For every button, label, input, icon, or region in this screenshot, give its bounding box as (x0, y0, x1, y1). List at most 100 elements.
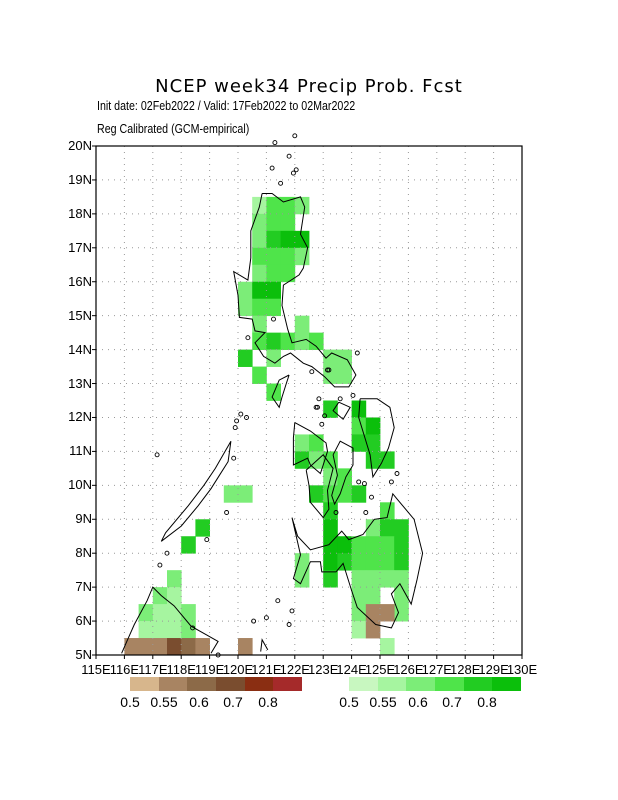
wet-colorbar-swatch (492, 677, 522, 691)
wet-probability-cell (380, 638, 395, 656)
wet-probability-cell (394, 570, 409, 588)
island (232, 425, 238, 431)
wet-probability-cell (252, 247, 267, 266)
wet-probability-cell (266, 247, 281, 266)
wet-colorbar-swatch (406, 677, 436, 691)
wet-probability-cell (351, 536, 367, 554)
wet-probability-cell (351, 434, 367, 452)
wet-probability-cell (252, 264, 267, 283)
wet-probability-cell (337, 366, 352, 384)
wet-probability-cell (351, 485, 367, 503)
wet-probability-cell (365, 519, 381, 537)
wet-probability-cell (238, 298, 253, 317)
wet-probability-cell (223, 485, 239, 503)
wet-probability-cell (167, 570, 182, 588)
island (231, 455, 237, 461)
map-subtitle-dates: Init date: 02Feb2022 / Valid: 17Feb2022 … (97, 98, 356, 113)
island (157, 562, 163, 568)
island (245, 335, 251, 341)
wet-probability-cell (365, 434, 381, 452)
coastline (305, 454, 334, 519)
island (271, 316, 276, 322)
y-tick-label: 5N (75, 647, 92, 662)
island (363, 510, 369, 515)
dry-colorbar-label: 0.5 (120, 694, 140, 710)
island (204, 537, 210, 543)
wet-probability-cell (351, 417, 367, 435)
y-tick-label: 7N (75, 579, 92, 595)
wet-probability-cell (138, 621, 154, 639)
dry-colorbar-label: 0.55 (150, 694, 178, 710)
y-tick-label: 19N (68, 171, 92, 187)
x-tick-label: 127E (421, 662, 452, 677)
island (286, 622, 292, 627)
wet-probability-cell (323, 519, 338, 537)
island (190, 625, 196, 631)
wet-colorbar-label: 0.55 (369, 694, 397, 710)
wet-probability-cell (294, 570, 310, 588)
island (292, 133, 298, 139)
wet-colorbar-swatch (435, 677, 465, 691)
map-title: NCEP week34 Precip Prob. Fcst (155, 76, 463, 97)
wet-probability-cell (238, 281, 253, 300)
wet-probability-cell (323, 553, 338, 571)
wet-probability-cell (152, 621, 168, 639)
island (325, 367, 330, 373)
island (315, 404, 320, 410)
wet-probability-cell (394, 519, 409, 537)
y-tick-label: 18N (68, 205, 92, 221)
island (234, 418, 240, 424)
wet-probability-cell (167, 604, 182, 622)
x-tick-label: 121E (251, 662, 282, 677)
dry-colorbar-swatch (130, 677, 160, 691)
wet-probability-cell (365, 451, 381, 469)
x-tick-label: 117E (138, 662, 168, 677)
wet-colorbar-label: 0.6 (408, 694, 428, 710)
wet-probability-cell (138, 604, 154, 622)
dry-colorbar-label: 0.6 (189, 694, 209, 710)
island (322, 413, 328, 419)
wet-probability-cell (294, 247, 310, 266)
wet-probability-cell (252, 213, 267, 232)
wet-probability-cell (294, 230, 310, 249)
wet-probability-cell (252, 315, 267, 334)
island (154, 452, 160, 458)
wet-probability-cell (294, 434, 310, 452)
x-tick-label: 120E (222, 662, 254, 677)
wet-probability-cell (252, 332, 267, 350)
wet-probability-cell (294, 196, 310, 215)
x-tick-label: 126E (393, 662, 424, 677)
island (293, 167, 299, 173)
wet-probability-cell (351, 604, 367, 622)
wet-colorbar-swatch (463, 677, 493, 691)
wet-probability-cell (365, 553, 381, 571)
wet-probability-cell (337, 485, 352, 503)
wet-probability-cell (365, 570, 381, 588)
wet-probability-cell (365, 417, 381, 435)
island (337, 396, 343, 402)
wet-probability-cell (380, 570, 395, 588)
island (394, 471, 400, 476)
island (269, 165, 275, 171)
wet-probability-cell (351, 570, 367, 588)
dry-colorbar-label: 0.7 (223, 694, 243, 710)
wet-probability-cell (266, 332, 281, 350)
wet-probability-cell (309, 332, 324, 350)
wet-probability-cell (323, 485, 338, 503)
wet-probability-cell (280, 264, 296, 283)
island (251, 618, 257, 624)
wet-colorbar-label: 0.7 (442, 694, 462, 710)
coastline (271, 374, 290, 409)
dry-probability-cell (181, 638, 196, 656)
dry-colorbar-swatch (187, 677, 217, 691)
wet-probability-cell (323, 502, 338, 520)
wet-probability-cell (294, 332, 310, 350)
wet-probability-cell (167, 621, 182, 639)
wet-probability-cell (252, 281, 267, 300)
wet-probability-cell (266, 264, 281, 283)
wet-probability-cell (266, 298, 281, 317)
island (350, 392, 356, 398)
y-tick-label: 11N (69, 443, 92, 459)
y-tick-label: 16N (68, 273, 92, 289)
